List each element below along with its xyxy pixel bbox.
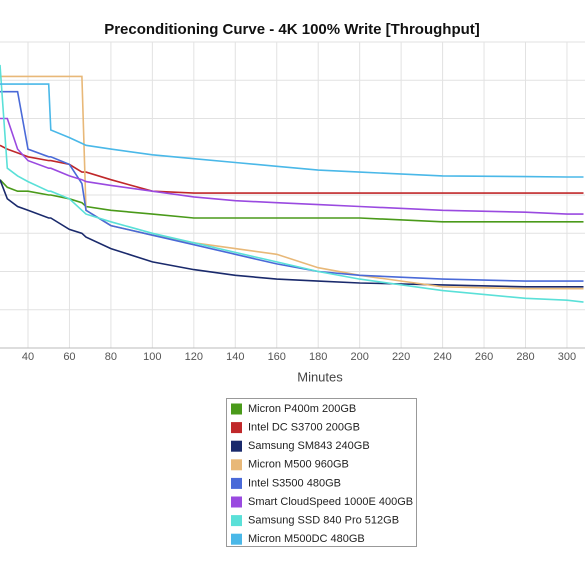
legend-label: Intel DC S3700 200GB	[248, 422, 360, 434]
legend-swatch	[231, 440, 242, 452]
series-line	[0, 144, 584, 194]
legend-swatch	[231, 477, 242, 489]
x-tick-label: 60	[63, 351, 75, 363]
x-tick-label: 280	[516, 351, 534, 363]
x-tick-label: 120	[185, 351, 203, 363]
legend-box	[226, 398, 417, 547]
legend-label: Samsung SSD 840 Pro 512GB	[248, 515, 399, 527]
legend-label: Micron M500DC 480GB	[248, 533, 365, 545]
x-tick-label: 300	[558, 351, 576, 363]
series-line	[0, 64, 584, 303]
legend-label: Micron M500 960GB	[248, 459, 349, 471]
legend-swatch	[231, 496, 242, 508]
series-line	[0, 117, 584, 215]
x-tick-label: 140	[226, 351, 244, 363]
x-tick-label: 180	[309, 351, 327, 363]
chart-title: Preconditioning Curve - 4K 100% Write [T…	[104, 21, 480, 38]
legend-label: Smart CloudSpeed 1000E 400GB	[248, 496, 413, 508]
x-tick-label: 260	[475, 351, 493, 363]
legend-label: Samsung SM843 240GB	[248, 440, 370, 452]
legend-label: Micron P400m 200GB	[248, 403, 356, 415]
legend-swatch	[231, 515, 242, 527]
x-tick-label: 240	[433, 351, 451, 363]
legend-swatch	[231, 533, 242, 545]
x-tick-label: 100	[143, 351, 161, 363]
legend-swatch	[231, 459, 242, 471]
x-tick-label: 40	[22, 351, 34, 363]
legend-label: Intel S3500 480GB	[248, 477, 341, 489]
x-tick-label: 160	[268, 351, 286, 363]
legend-swatch	[231, 403, 242, 415]
legend-swatch	[231, 422, 242, 434]
x-tick-label: 80	[105, 351, 117, 363]
series-line	[0, 83, 584, 178]
x-axis-label: Minutes	[297, 369, 343, 384]
series-line	[0, 90, 584, 282]
series-line	[0, 179, 584, 223]
x-tick-label: 200	[350, 351, 368, 363]
x-tick-label: 220	[392, 351, 410, 363]
